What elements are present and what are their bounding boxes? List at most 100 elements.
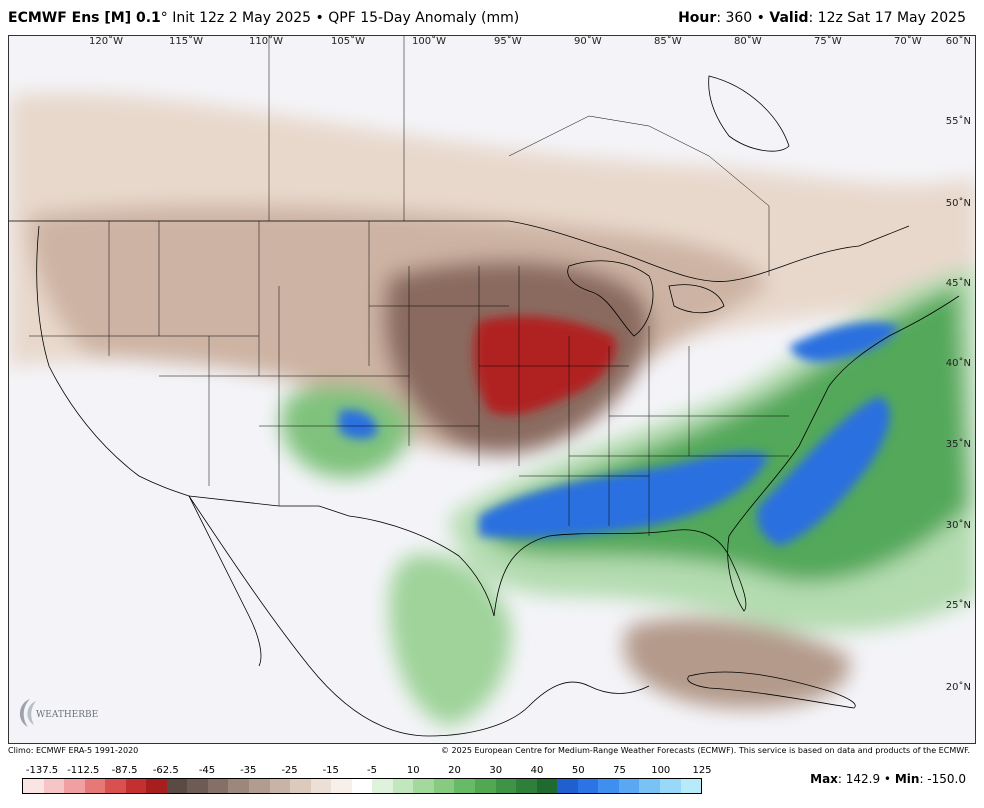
legend-label: 10 (406, 765, 420, 776)
max-min-readout: Max: 142.9 • Min: -150.0 (810, 772, 966, 786)
lon-label: 80˚W (734, 36, 762, 47)
lon-label: 85˚W (654, 36, 682, 47)
climo-credit: Climo: ECMWF ERA-5 1991-2020 (8, 746, 139, 755)
lat-label: 25˚N (945, 600, 971, 611)
valid-label: Valid (769, 10, 809, 26)
dry-area-caribbean (623, 617, 850, 709)
baja (188, 495, 262, 667)
lon-label: 100˚W (412, 36, 446, 47)
east-coast (728, 295, 960, 537)
legend-swatch (43, 779, 65, 793)
lon-label: 110˚W (249, 36, 283, 47)
us-canada-border (9, 220, 910, 282)
wet-blue-northeast (789, 322, 899, 362)
hour-value: : 360 • (716, 10, 765, 26)
product-name: QPF 15-Day Anomaly (mm) (328, 10, 520, 26)
legend-label: 40 (530, 765, 544, 776)
lat-label: 55˚N (945, 116, 971, 127)
legend-swatch (557, 779, 578, 793)
legend-swatch (207, 779, 229, 793)
legend-swatch (639, 779, 660, 793)
legend-swatch (351, 779, 373, 793)
legend-label: -5 (367, 765, 377, 776)
legend-swatch (228, 779, 250, 793)
legend-swatch (249, 779, 270, 793)
lat-label: 40˚N (945, 358, 971, 369)
logo-text: WEATHERBELL (36, 710, 98, 720)
legend-label: -112.5 (67, 765, 100, 776)
legend-label: -25 (281, 765, 298, 776)
min-value: : -150.0 (919, 772, 966, 786)
legend-swatch (166, 779, 188, 793)
legend-swatch (372, 779, 393, 793)
valid-time: Hour: 360 • Valid: 12z Sat 17 May 2025 (678, 10, 966, 26)
legend-swatch (680, 779, 702, 793)
legend-label: 20 (448, 765, 461, 776)
lon-label: 90˚W (574, 36, 602, 47)
wet-area-mexico (389, 554, 511, 726)
min-label: Min (894, 772, 920, 786)
legend-label: -35 (240, 765, 257, 776)
legend-label: 50 (571, 765, 585, 776)
state-lines (29, 36, 789, 536)
lat-label: 20˚N (945, 682, 971, 693)
lat-label: 60˚N (945, 36, 971, 47)
hudson-bay (708, 75, 790, 152)
model-name: ECMWF Ens [M] 0.1 (8, 10, 161, 26)
legend-label: 125 (692, 765, 712, 776)
lon-label: 70˚W (894, 36, 922, 47)
legend-label: -137.5 (25, 765, 59, 776)
mexico-coast (188, 495, 650, 737)
legend-swatch (433, 779, 455, 793)
legend-swatch (269, 779, 291, 793)
lat-label: 35˚N (945, 439, 971, 450)
legend-label: -45 (198, 765, 216, 776)
dry-core (473, 316, 617, 416)
wet-blue-gulf (479, 451, 769, 538)
legend-labels: -137.5 -112.5 -87.5 -62.5 -45 -35 -25 -15 -5 10 20… (22, 765, 712, 777)
wet-blue-newmexico (339, 409, 378, 439)
legend-swatch (146, 779, 167, 793)
lon-label: 95˚W (494, 36, 522, 47)
legend-swatch (125, 779, 147, 793)
legend-swatch (187, 779, 208, 793)
great-lakes (567, 260, 725, 337)
legend-swatch (105, 779, 126, 793)
copyright-credit: © 2025 European Centre for Medium-Range … (441, 746, 970, 755)
lat-label: 30˚N (945, 520, 971, 531)
legend-label: 30 (489, 765, 503, 776)
legend-swatch (84, 779, 106, 793)
legend-swatch (618, 779, 640, 793)
lon-label: 120˚W (89, 36, 123, 47)
weatherbell-logo: WEATHERBELL (19, 699, 98, 727)
legend-label: 75 (613, 765, 626, 776)
us-west-coast (36, 225, 190, 497)
map-canvas (9, 36, 975, 737)
legend-label: -62.5 (152, 765, 179, 776)
legend-swatch (598, 779, 619, 793)
boundaries (9, 75, 960, 737)
legend-swatch (475, 779, 496, 793)
wet-blue-atlantic (757, 396, 890, 546)
hour-label: Hour (678, 10, 717, 26)
legend-swatch (495, 779, 517, 793)
legend-swatch (290, 779, 311, 793)
cuba (687, 671, 856, 709)
legend-color-bar (22, 778, 702, 794)
map-title: ECMWF Ens [M] 0.1° Init 12z 2 May 2025 •… (8, 10, 519, 26)
legend-swatch (331, 779, 352, 793)
precip-anomaly-map: 120˚W 115˚W 110˚W 105˚W 100˚W 95˚W 90˚W 85˚W 80˚… (8, 35, 976, 744)
lat-label: 45˚N (945, 278, 971, 289)
lon-label: 115˚W (169, 36, 203, 47)
valid-value: : 12z Sat 17 May 2025 (808, 10, 966, 26)
lon-label: 105˚W (331, 36, 365, 47)
legend-swatch (23, 779, 44, 793)
max-label: Max (810, 772, 838, 786)
legend-swatch (64, 779, 85, 793)
legend-swatch (454, 779, 476, 793)
max-value: : 142.9 • (837, 772, 892, 786)
us-mexico-border (188, 495, 495, 617)
legend-label: 100 (651, 765, 671, 776)
degree-symbol: ° (160, 10, 168, 26)
lat-label: 50˚N (945, 198, 971, 209)
